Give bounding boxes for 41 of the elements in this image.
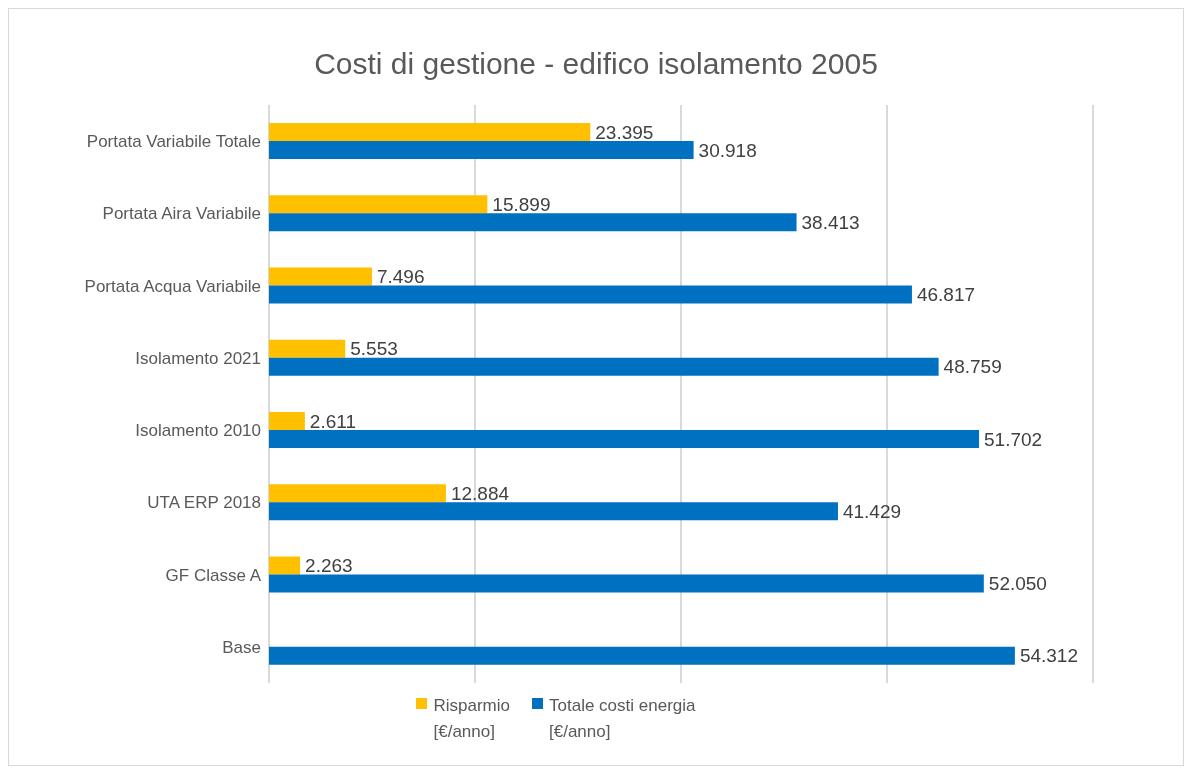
bar [269, 339, 346, 358]
bar [269, 195, 488, 214]
data-label: 23.395 [595, 121, 654, 143]
y-tick-label: GF Classe A [165, 565, 262, 585]
bar [269, 412, 305, 430]
legend-label: Risparmio [€/anno] [433, 695, 511, 743]
bar [269, 285, 912, 304]
y-tick-label: Portata Variabile Totale [86, 132, 261, 152]
data-label: 54.312 [1019, 645, 1079, 667]
data-label: 2.263 [305, 555, 353, 577]
data-label: 48.759 [943, 356, 1002, 378]
y-tick-label: UTA ERP 2018 [147, 493, 261, 513]
y-tick-label: Isolamento 2010 [135, 421, 261, 441]
bar [269, 267, 372, 286]
data-label: 7.496 [376, 266, 425, 288]
bar [269, 574, 984, 593]
data-label: 12.884 [450, 482, 510, 504]
bar [269, 123, 591, 141]
bar [269, 484, 446, 503]
y-tick-label: Portata Aira Variabile [102, 204, 261, 224]
data-label: 51.702 [984, 428, 1043, 450]
bar [269, 357, 939, 376]
bar [269, 213, 797, 232]
y-tick-label: Base [222, 637, 261, 657]
data-label: 38.413 [801, 211, 860, 233]
bar [269, 141, 694, 159]
y-tick-label: Isolamento 2021 [135, 348, 261, 368]
data-label: 15.899 [492, 193, 551, 215]
data-label: 46.817 [916, 284, 976, 306]
bar [269, 646, 1015, 665]
data-label: 41.429 [842, 500, 902, 522]
data-label: 30.918 [698, 139, 757, 161]
legend-label: Totale costi energia [€/anno] [549, 695, 696, 743]
data-label: 2.611 [309, 410, 356, 432]
bar [269, 430, 980, 448]
bar [269, 502, 838, 521]
data-label: 5.553 [350, 338, 398, 360]
data-label: 52.050 [988, 573, 1047, 595]
chart-title: Costi di gestione - edifico isolamento 2005 [313, 46, 879, 82]
bar [269, 556, 301, 575]
y-tick-label: Portata Acqua Variabile [84, 276, 261, 296]
